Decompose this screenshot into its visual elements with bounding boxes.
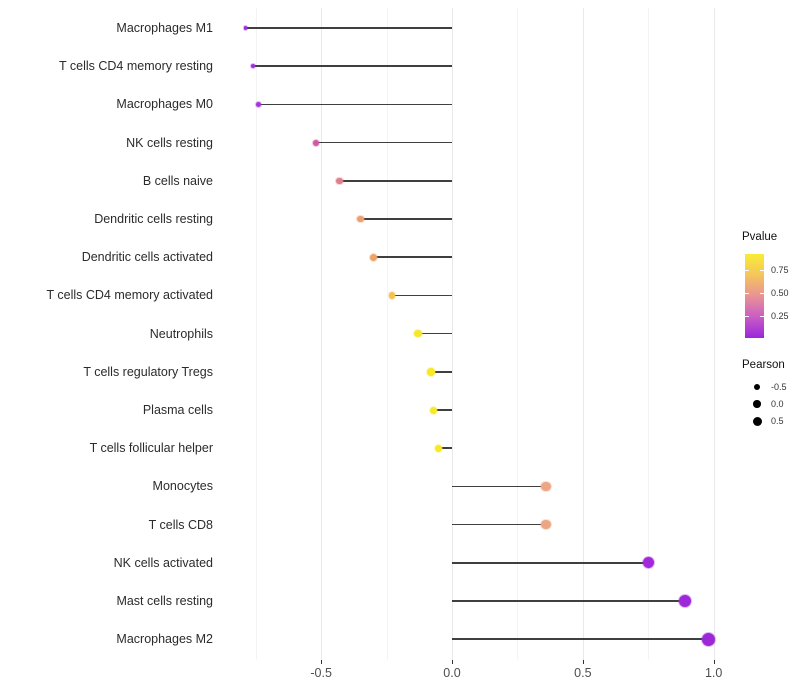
gridline-major [713,8,715,660]
gridline-minor [517,8,519,660]
lollipop-dot [357,215,364,223]
x-tick-label: -0.5 [310,666,332,680]
lollipop-stem [245,27,452,29]
lollipop-dot [388,292,396,299]
y-axis-label: Monocytes [152,479,213,494]
pearson-legend-label: 0.5 [771,416,784,426]
x-tick-label: 0.0 [443,666,461,680]
y-axis-label: T cells regulatory Tregs [83,364,213,379]
pvalue-colorbar [745,254,764,338]
y-axis-label: Plasma cells [142,403,213,417]
pearson-legend-dot [754,384,760,390]
lollipop-dot [642,557,654,569]
lollipop-stem [452,523,547,526]
colorbar-tick [745,316,749,318]
lollipop-stem [417,332,452,335]
x-tick-label: 0.5 [574,666,592,680]
lollipop-dot [701,632,715,646]
lollipop-dot [541,481,551,492]
pearson-legend-title: Pearson [742,359,785,371]
lollipop-stem [373,256,452,258]
y-axis-label: T cells CD4 memory activated [46,288,214,303]
y-axis-label: T cells CD4 memory resting [59,59,213,74]
x-tick-mark [321,660,323,664]
gridline-major [582,8,584,660]
colorbar-tick [745,270,749,272]
y-axis-label: Mast cells resting [116,594,213,608]
plot-panel [221,8,731,660]
colorbar-tick [745,293,749,295]
x-tick-label: 1.0 [704,666,723,680]
lollipop-stem [391,294,452,297]
y-axis-label: Macrophages M0 [116,97,213,112]
colorbar-tick-label: 0.25 [771,311,789,322]
pearson-legend-label: 0.0 [771,399,784,409]
y-axis-label: Neutrophils [149,326,213,341]
gridline-minor [255,8,257,660]
colorbar-tick-label: 0.50 [771,288,789,299]
y-axis-label: NK cells resting [126,135,213,150]
lollipop-dot [430,406,438,414]
gridline-minor [386,8,388,660]
lollipop-dot [250,63,256,69]
colorbar-tick-label: 0.75 [771,265,789,276]
lollipop-dot [243,26,247,30]
lollipop-stem [360,218,452,220]
lollipop-dot [336,177,343,185]
lollipop-dot [678,595,691,607]
lollipop-stem [315,141,452,144]
lollipop-dot [255,101,261,107]
lollipop-stem [253,65,452,67]
lollipop-stem [431,371,452,373]
colorbar-tick [760,316,764,318]
lollipop-stem [452,562,649,564]
x-tick-mark [713,660,715,664]
pearson-legend-dot [752,416,762,426]
lollipop-stem [452,600,685,602]
x-tick-mark [452,660,453,664]
lollipop-dot [414,329,422,338]
lollipop-dot [427,368,435,376]
lollipop-stem [452,638,709,640]
lollipop-stem [433,409,452,411]
gridline-major [321,8,323,660]
y-axis-label: Macrophages M1 [116,21,213,35]
lollipop-stem [339,180,452,182]
pvalue-legend-title: Pvalue [742,231,778,243]
lollipop-stem [258,103,452,106]
y-axis-label: T cells follicular helper [89,441,213,456]
y-axis-label: Macrophages M2 [116,632,213,647]
pearson-legend-label: -0.5 [771,382,787,392]
lollipop-dot [435,444,443,452]
lollipop-dot [369,253,377,261]
lollipop-dot [541,519,551,530]
pearson-legend-dot [753,400,761,408]
y-axis-label: Dendritic cells activated [81,250,213,265]
lollipop-stem [438,447,452,449]
y-axis-label: Dendritic cells resting [94,212,213,226]
y-axis-label: B cells naive [142,173,213,188]
colorbar-tick [760,293,764,295]
y-axis-label: T cells CD8 [148,517,213,532]
colorbar-tick [760,270,764,272]
lollipop-stem [452,485,547,488]
gridline-major [452,8,453,660]
gridline-minor [648,8,650,660]
lollipop-dot [312,139,319,146]
y-axis-label: NK cells activated [113,555,213,570]
x-tick-mark [582,660,584,664]
